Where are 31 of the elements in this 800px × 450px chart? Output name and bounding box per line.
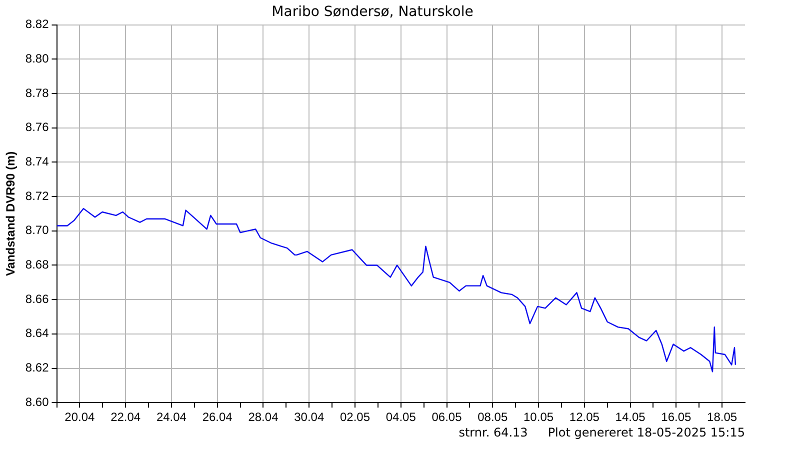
y-tick-label: 8.68: [25, 258, 50, 272]
x-tick-label: 24.04: [156, 410, 187, 424]
x-tick-label: 12.05: [569, 410, 600, 424]
y-tick-label: 8.80: [25, 51, 50, 66]
text: Plot genereret 18-05-2025 15:15: [548, 426, 745, 440]
y-tick-label: 8.60: [25, 394, 50, 409]
y-tick-label: 8.62: [25, 360, 50, 375]
y-tick-label: 8.66: [25, 292, 50, 306]
x-tick-label: 16.05: [661, 410, 692, 424]
y-axis-title: Vandstand DVR90 (m): [4, 151, 18, 276]
x-tick-label: 08.05: [478, 410, 508, 424]
x-tick-label: 06.05: [432, 410, 462, 424]
x-tick-label: 30.04: [294, 410, 324, 424]
chart-title: Maribo Søndersø, Naturskole: [272, 4, 474, 20]
text: strnr. 64.13: [458, 426, 528, 440]
y-tick-label: 8.72: [25, 188, 50, 203]
x-tick-label: 18.05: [707, 410, 738, 424]
y-tick-label: 8.70: [25, 223, 50, 238]
x-tick-label: 02.05: [340, 410, 370, 424]
x-tick-label: 22.04: [110, 410, 141, 424]
x-tick-label: 28.04: [248, 410, 279, 424]
x-tick-label: 10.05: [524, 410, 554, 424]
y-tick-label: 8.78: [25, 86, 50, 100]
x-tick-label: 20.04: [64, 410, 96, 424]
x-tick-label: 14.05: [615, 410, 646, 424]
y-tick-label: 8.82: [25, 17, 50, 32]
y-tick-label: 8.74: [25, 154, 50, 168]
x-tick-label: 26.04: [202, 410, 233, 424]
x-tick-label: 04.05: [386, 410, 416, 424]
y-tick-label: 8.76: [25, 120, 50, 134]
y-tick-label: 8.64: [25, 326, 50, 340]
